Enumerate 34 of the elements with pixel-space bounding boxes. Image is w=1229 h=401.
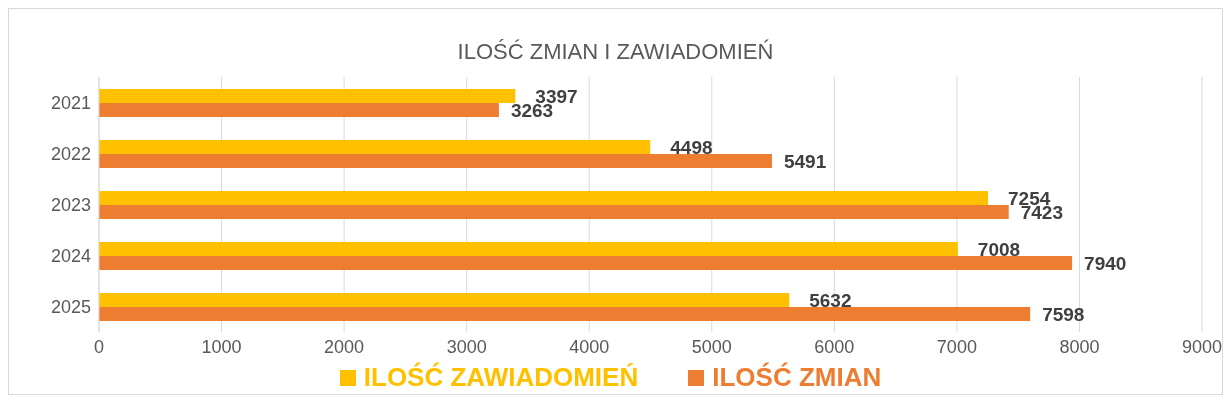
bar: [99, 293, 790, 307]
bar: [99, 307, 1031, 321]
bar: [99, 140, 651, 154]
x-tick-label: 3000: [446, 336, 487, 357]
bar: [99, 205, 1009, 219]
data-label: 7598: [1042, 303, 1085, 325]
x-tick-label: 0: [93, 336, 105, 357]
y-tick-label: 2021: [50, 92, 91, 113]
bar: [99, 191, 989, 205]
data-label: 5491: [783, 150, 827, 172]
data-label: 7008: [977, 238, 1021, 260]
data-label: 7940: [1084, 252, 1127, 274]
x-tick-label: 2000: [324, 336, 365, 357]
y-tick-label: 2025: [50, 296, 91, 317]
x-tick-label: 8000: [1059, 336, 1100, 357]
data-label: 5632: [809, 289, 852, 311]
x-tick-label: 7000: [936, 336, 977, 357]
legend-label: ILOŚĆ ZAWIADOMIEŃ: [363, 362, 639, 393]
y-tick-label: 2024: [50, 245, 91, 266]
bar: [99, 242, 958, 256]
y-tick-label: 2023: [50, 194, 91, 215]
bar: [99, 154, 772, 168]
bar: [99, 89, 516, 103]
x-tick-label: 4000: [569, 336, 610, 357]
x-tick-label: 5000: [691, 336, 732, 357]
bar: [99, 256, 1073, 270]
legend-label: ILOŚĆ ZMIAN: [712, 362, 882, 393]
y-tick-label: 2022: [50, 143, 91, 164]
bar: [99, 103, 499, 117]
x-tick-label: 9000: [1181, 336, 1223, 357]
x-tick-label: 1000: [201, 336, 242, 357]
chart-title: ILOŚĆ ZMIAN I ZAWIADOMIEŃ: [456, 39, 775, 66]
data-label: 4498: [670, 136, 713, 158]
x-tick-label: 6000: [814, 336, 855, 357]
